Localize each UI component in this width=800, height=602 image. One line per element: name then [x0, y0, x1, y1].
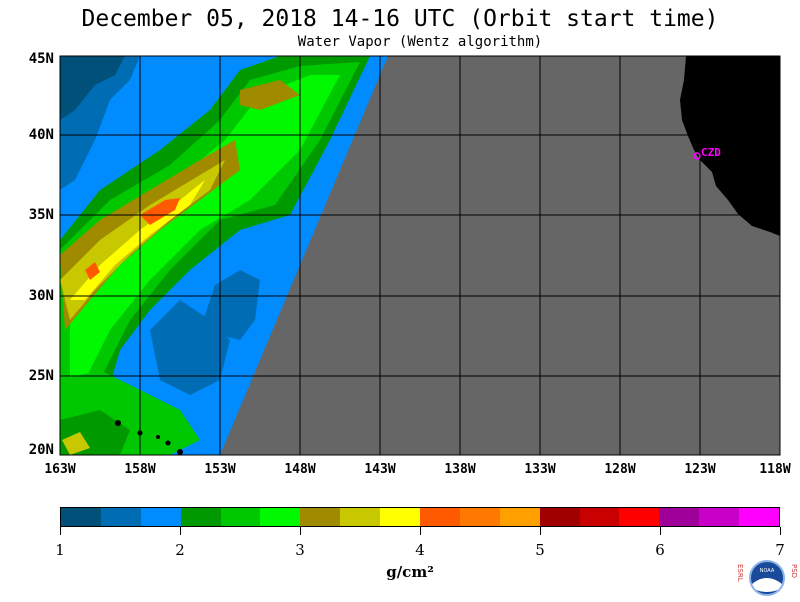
colorbar-segment	[659, 508, 700, 526]
svg-text:NOAA: NOAA	[760, 568, 775, 574]
grid-lines	[60, 56, 780, 455]
colorbar-segment	[140, 508, 181, 526]
colorbar-tick-label: 1	[55, 541, 65, 559]
colorbar-segment	[539, 508, 580, 526]
colorbar-tick-label: 7	[775, 541, 785, 559]
land-north-america	[680, 56, 780, 236]
lat-label-20n: 20N	[28, 442, 54, 458]
colorbar-segment	[220, 508, 261, 526]
hawaii-island	[115, 420, 121, 426]
water-vapor-map: CZD	[59, 55, 781, 456]
colorbar-unit: g/cm²	[386, 563, 434, 581]
lon-label-123w: 123W	[684, 462, 716, 477]
svg-text:ESRL: ESRL	[736, 564, 744, 582]
colorbar-segment	[340, 508, 381, 526]
lat-label-45n: 45N	[28, 51, 54, 67]
lon-label-143w: 143W	[364, 462, 396, 477]
colorbar-segment	[260, 508, 301, 526]
lon-label-153w: 153W	[204, 462, 236, 477]
map-frame	[59, 55, 781, 456]
colorbar-tick	[780, 527, 781, 535]
lat-label-40n: 40N	[28, 127, 54, 143]
colorbar-tick	[60, 527, 61, 535]
lat-label-25n: 25N	[28, 368, 54, 384]
colorbar-tick	[660, 527, 661, 535]
colorbar-tick-label: 3	[295, 541, 305, 559]
colorbar-tick	[300, 527, 301, 535]
lon-label-148w: 148W	[284, 462, 316, 477]
colorbar-segment	[100, 508, 141, 526]
lon-label-158w: 158W	[124, 462, 156, 477]
station-label: CZD	[701, 146, 721, 159]
colorbar-segment	[300, 508, 341, 526]
lon-label-118w: 118W	[759, 462, 791, 477]
colorbar-tick	[180, 527, 181, 535]
colorbar-segment	[459, 508, 500, 526]
colorbar-segment	[420, 508, 460, 526]
subtitle: Water Vapor (Wentz algorithm)	[297, 34, 543, 50]
colorbar	[60, 507, 780, 527]
noaa-logo: ESRL NOAA PSD	[736, 558, 798, 598]
page-title: December 05, 2018 14-16 UTC (Orbit start…	[81, 6, 719, 32]
lon-label-138w: 138W	[444, 462, 476, 477]
colorbar-tick-label: 4	[415, 541, 425, 559]
colorbar-tick-label: 6	[655, 541, 665, 559]
lon-label-133w: 133W	[524, 462, 556, 477]
colorbar-segment	[619, 508, 660, 526]
lat-label-30n: 30N	[28, 288, 54, 304]
colorbar-tick	[420, 527, 421, 535]
colorbar-tick	[540, 527, 541, 535]
colorbar-tick-label: 2	[175, 541, 185, 559]
lon-label-128w: 128W	[604, 462, 636, 477]
station-marker	[693, 152, 701, 160]
colorbar-segment	[579, 508, 620, 526]
colorbar-segment	[180, 508, 221, 526]
colorbar-segment	[380, 508, 421, 526]
colorbar-segment	[739, 508, 780, 526]
colorbar-segment	[699, 508, 740, 526]
lon-label-163w: 163W	[44, 462, 76, 477]
colorbar-tick-label: 5	[535, 541, 545, 559]
svg-text:PSD: PSD	[790, 564, 798, 578]
colorbar-segment	[499, 508, 540, 526]
colorbar-segment	[61, 508, 101, 526]
lat-label-35n: 35N	[28, 207, 54, 223]
